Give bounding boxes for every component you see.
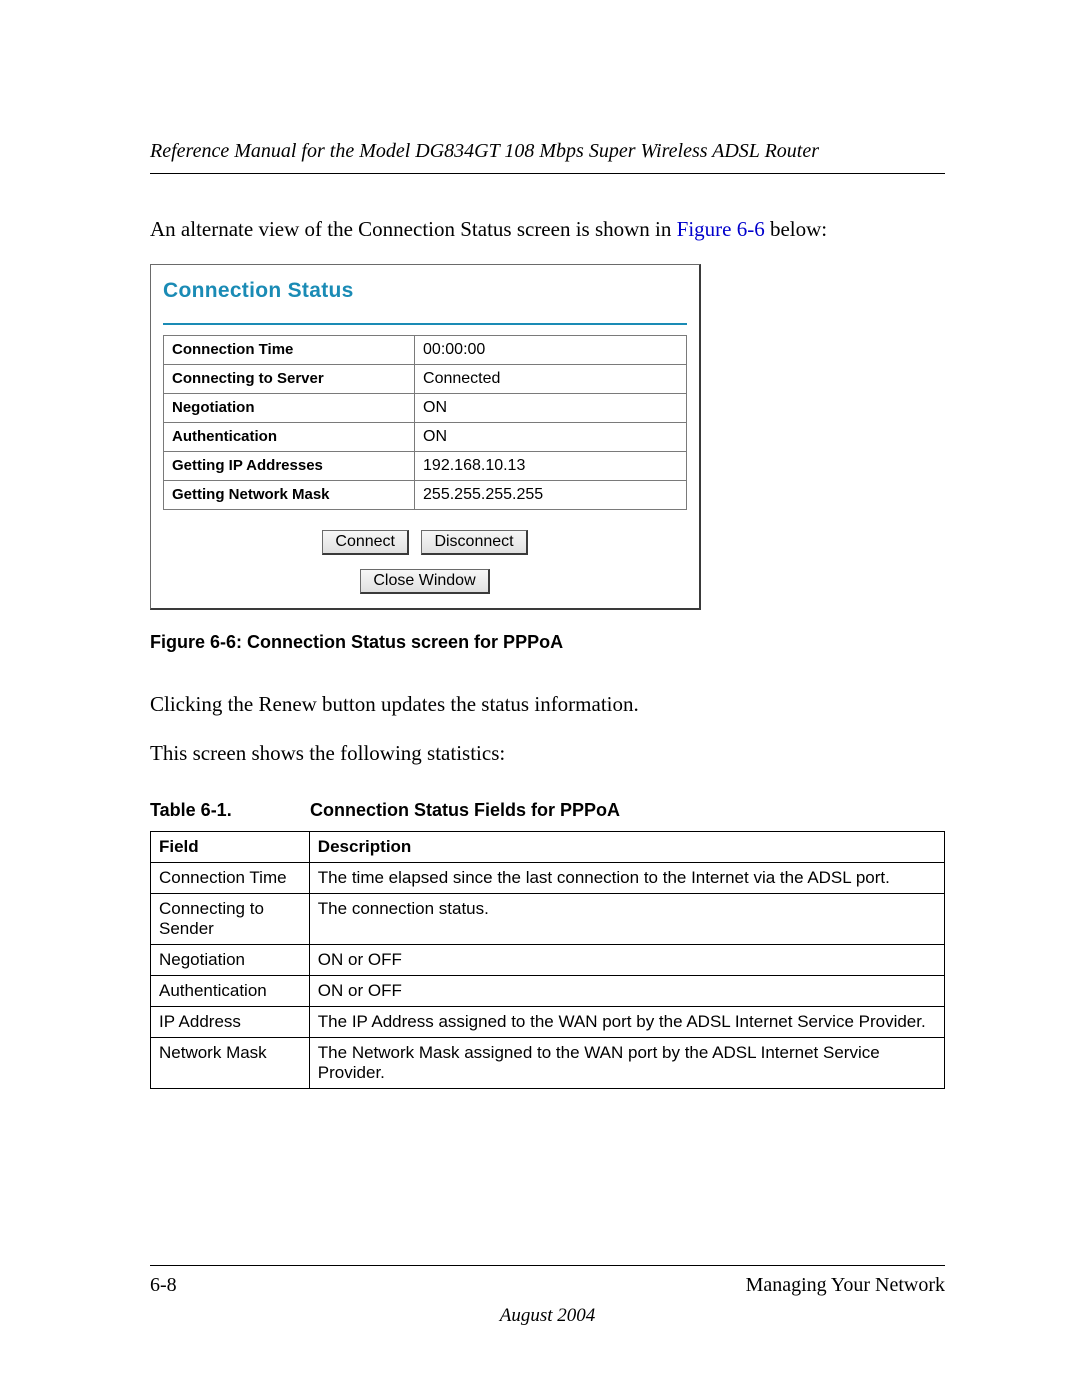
table-cell-desc: ON or OFF — [309, 944, 944, 975]
disconnect-button[interactable]: Disconnect — [421, 530, 527, 555]
button-row: Connect Disconnect — [151, 518, 699, 565]
paragraph-stats: This screen shows the following statisti… — [150, 738, 945, 770]
running-header: Reference Manual for the Model DG834GT 1… — [150, 140, 945, 174]
table-cell-desc: The time elapsed since the last connecti… — [309, 862, 944, 893]
table-header-row: Field Description — [151, 831, 945, 862]
connection-status-screenshot: Connection Status Connection Time 00:00:… — [150, 264, 701, 610]
table-cell-desc: The Network Mask assigned to the WAN por… — [309, 1037, 944, 1088]
status-row: Getting IP Addresses 192.168.10.13 — [164, 451, 687, 480]
intro-text-before: An alternate view of the Connection Stat… — [150, 217, 677, 241]
status-label: Negotiation — [164, 393, 415, 422]
table-row: IP Address The IP Address assigned to th… — [151, 1006, 945, 1037]
status-label: Getting IP Addresses — [164, 451, 415, 480]
status-row: Connection Time 00:00:00 — [164, 335, 687, 364]
close-row: Close Window — [151, 565, 699, 608]
paragraph-renew: Clicking the Renew button updates the st… — [150, 689, 945, 721]
screenshot-header: Connection Status — [151, 265, 699, 305]
figure-caption: Figure 6-6: Connection Status screen for… — [150, 632, 945, 653]
fields-table: Field Description Connection Time The ti… — [150, 831, 945, 1089]
intro-text-after: below: — [765, 217, 827, 241]
table-cell-field: Connection Time — [151, 862, 310, 893]
status-value: ON — [415, 422, 687, 451]
status-value: 255.255.255.255 — [415, 480, 687, 509]
table-cell-desc: The IP Address assigned to the WAN port … — [309, 1006, 944, 1037]
table-row: Negotiation ON or OFF — [151, 944, 945, 975]
page-footer: 6-8 Managing Your Network August 2004 — [150, 1265, 945, 1327]
status-value: ON — [415, 393, 687, 422]
status-value: Connected — [415, 364, 687, 393]
table-caption-number: Table 6-1. — [150, 800, 305, 821]
table-cell-desc: ON or OFF — [309, 975, 944, 1006]
status-row: Getting Network Mask 255.255.255.255 — [164, 480, 687, 509]
table-caption: Table 6-1. Connection Status Fields for … — [150, 800, 945, 821]
status-row: Authentication ON — [164, 422, 687, 451]
page: Reference Manual for the Model DG834GT 1… — [0, 0, 1080, 1397]
status-row: Negotiation ON — [164, 393, 687, 422]
figure-reference-link[interactable]: Figure 6-6 — [677, 217, 765, 241]
table-cell-field: Authentication — [151, 975, 310, 1006]
status-label: Authentication — [164, 422, 415, 451]
table-row: Connection Time The time elapsed since t… — [151, 862, 945, 893]
status-row: Connecting to Server Connected — [164, 364, 687, 393]
footer-date: August 2004 — [150, 1305, 945, 1327]
table-cell-field: IP Address — [151, 1006, 310, 1037]
footer-row: 6-8 Managing Your Network — [150, 1274, 945, 1297]
table-cell-field: Negotiation — [151, 944, 310, 975]
table-row: Network Mask The Network Mask assigned t… — [151, 1037, 945, 1088]
table-row: Authentication ON or OFF — [151, 975, 945, 1006]
close-window-button[interactable]: Close Window — [360, 569, 489, 594]
table-row: Connecting to Sender The connection stat… — [151, 893, 945, 944]
table-header-field: Field — [151, 831, 310, 862]
table-cell-field: Network Mask — [151, 1037, 310, 1088]
status-value: 00:00:00 — [415, 335, 687, 364]
section-title: Managing Your Network — [746, 1274, 945, 1297]
status-value: 192.168.10.13 — [415, 451, 687, 480]
status-label: Connection Time — [164, 335, 415, 364]
status-table: Connection Time 00:00:00 Connecting to S… — [163, 335, 687, 510]
connect-button[interactable]: Connect — [322, 530, 409, 555]
table-cell-field: Connecting to Sender — [151, 893, 310, 944]
table-header-description: Description — [309, 831, 944, 862]
table-cell-desc: The connection status. — [309, 893, 944, 944]
table-caption-title: Connection Status Fields for PPPoA — [310, 800, 620, 820]
status-label: Connecting to Server — [164, 364, 415, 393]
status-label: Getting Network Mask — [164, 480, 415, 509]
screenshot-divider — [163, 323, 687, 325]
page-number: 6-8 — [150, 1274, 177, 1297]
screenshot-title: Connection Status — [163, 279, 354, 302]
intro-paragraph: An alternate view of the Connection Stat… — [150, 214, 945, 246]
